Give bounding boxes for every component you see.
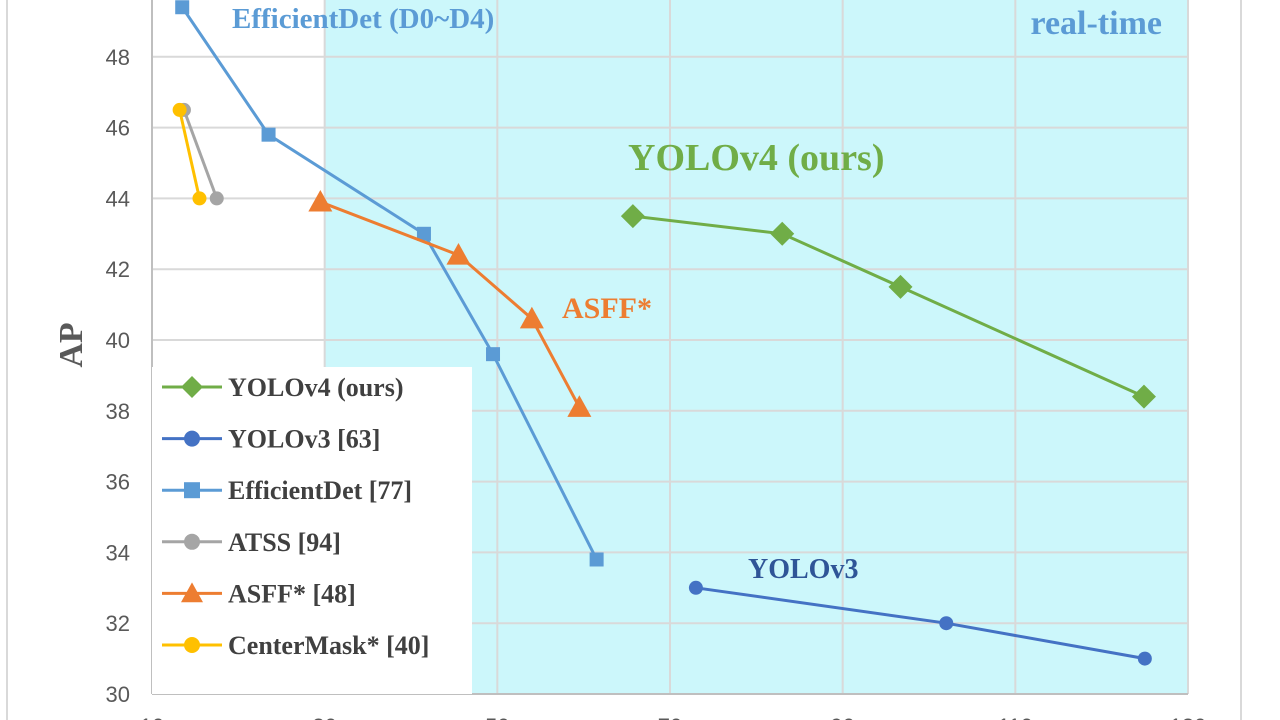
legend-label-atss: ATSS [94]	[228, 528, 341, 557]
series-line-yolov4	[632, 214, 1145, 399]
data-point-asff	[308, 189, 333, 212]
data-point-centermask	[172, 102, 187, 117]
right-edge-line	[1240, 0, 1242, 720]
y-tick-label: 40	[106, 328, 130, 353]
data-point-yolov4	[1131, 384, 1156, 409]
x-tick-label: 130	[1170, 714, 1207, 720]
series-line-centermask	[178, 109, 201, 199]
y-tick-label: 44	[106, 186, 130, 211]
y-tick-label: 32	[106, 611, 130, 636]
y-tick-label: 48	[106, 45, 130, 70]
y-tick-label: 38	[106, 399, 130, 424]
y-tick-label: 36	[106, 470, 130, 495]
series-line-atss	[182, 109, 219, 199]
legend-label-centermask: CenterMask* [40]	[228, 631, 429, 660]
data-point-yolov3	[1137, 651, 1152, 666]
inline-label-asff: ASFF*	[562, 292, 652, 325]
data-point-asff	[519, 306, 544, 329]
legend-marker-asff	[181, 582, 203, 603]
legend-marker-centermask	[184, 637, 200, 653]
x-tick-label: 50	[485, 714, 509, 720]
x-tick-label: 30	[312, 714, 336, 720]
y-tick-label: 42	[106, 257, 130, 282]
left-edge-line	[6, 0, 8, 720]
x-tick-label: 90	[830, 714, 854, 720]
data-point-efficientdet	[416, 226, 431, 241]
legend-marker-efficientdet	[184, 482, 200, 499]
x-tick-label: 10	[140, 714, 164, 720]
legend-box	[152, 367, 472, 694]
legend-label-asff: ASFF* [48]	[228, 579, 356, 608]
data-point-centermask	[192, 191, 207, 206]
y-tick-label: 30	[106, 682, 130, 707]
data-point-efficientdet	[261, 127, 276, 142]
y-tick-label: 46	[106, 116, 130, 141]
legend-label-yolov3: YOLOv3 [63]	[228, 425, 380, 454]
inline-label-efficientdet: EfficientDet (D0~D4)	[232, 3, 494, 35]
series-line-asff	[319, 200, 581, 408]
legend-marker-atss	[184, 533, 200, 550]
data-point-yolov4	[770, 221, 795, 246]
data-point-yolov3	[688, 580, 703, 595]
data-point-yolov3	[939, 616, 954, 631]
data-point-yolov4	[620, 204, 645, 229]
y-axis-label: AP	[53, 322, 90, 367]
data-point-efficientdet	[175, 0, 190, 15]
y-tick-label: 34	[106, 540, 130, 565]
legend-marker-yolov3	[184, 430, 200, 447]
data-point-efficientdet	[486, 347, 501, 362]
data-point-asff	[446, 243, 471, 265]
data-point-efficientdet	[589, 552, 604, 567]
legend-marker-yolov4	[181, 376, 203, 398]
data-point-yolov4	[888, 274, 913, 299]
data-point-asff	[567, 395, 592, 417]
realtime-label: real-time	[1030, 5, 1162, 42]
x-tick-label: 70	[658, 714, 682, 720]
legend-label-efficientdet: EfficientDet [77]	[228, 476, 412, 505]
inline-label-yolov4: YOLOv4 (ours)	[628, 137, 885, 179]
legend-label-yolov4: YOLOv4 (ours)	[228, 373, 404, 402]
data-point-atss	[209, 191, 224, 206]
inline-label-yolov3: YOLOv3	[748, 554, 858, 585]
x-tick-label: 110	[998, 714, 1033, 720]
